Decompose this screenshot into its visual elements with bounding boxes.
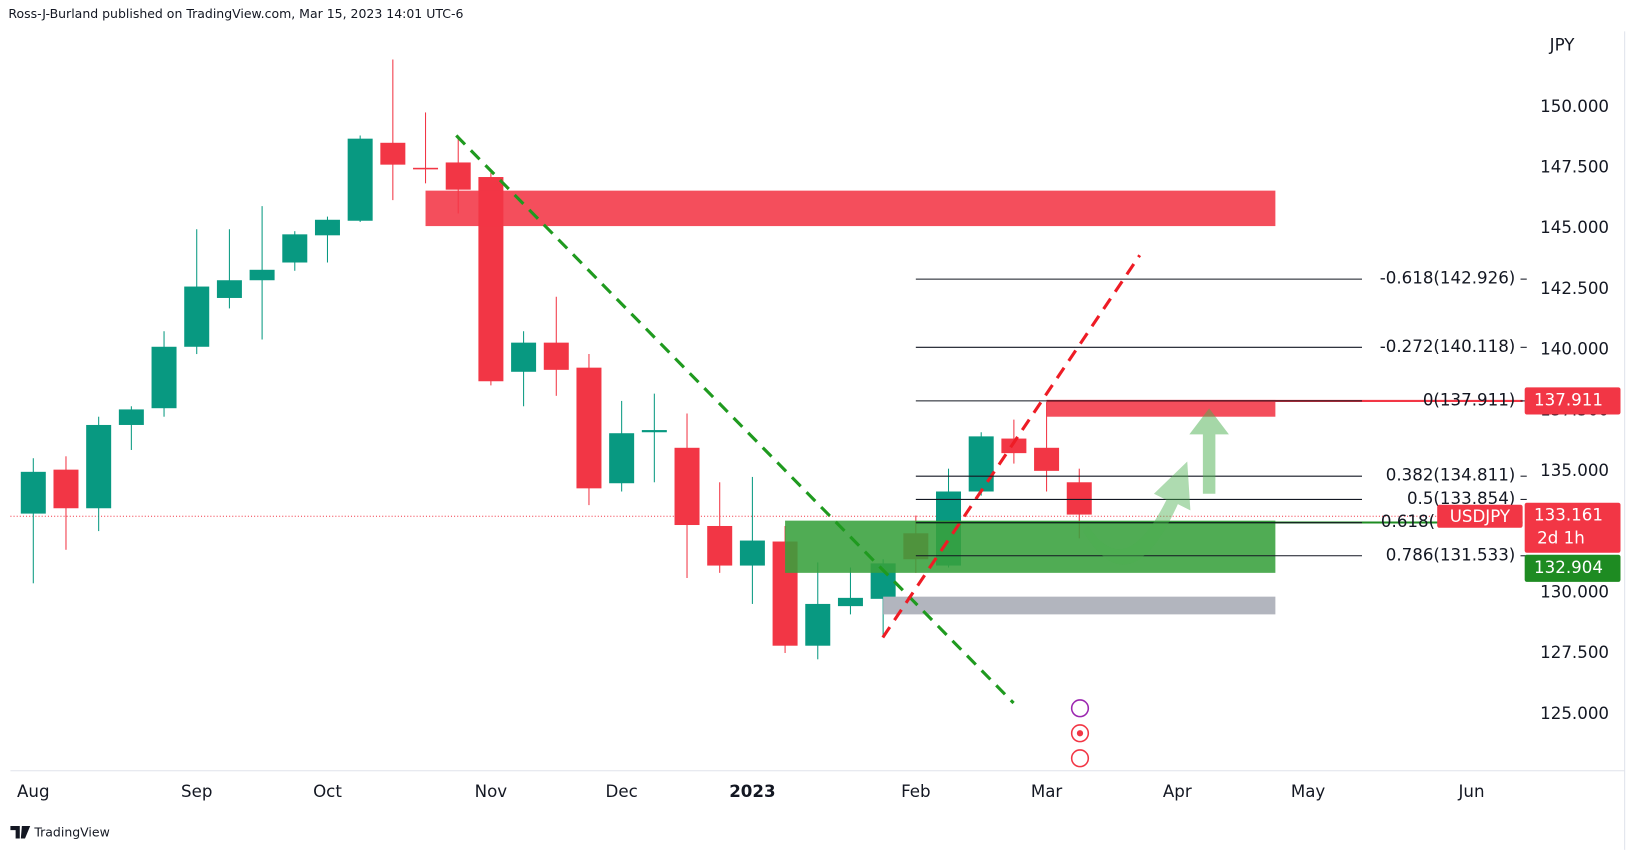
price-badge xyxy=(1524,387,1621,415)
trendline xyxy=(455,134,1015,705)
zone xyxy=(425,190,1276,227)
price-badge-text: 132.904 xyxy=(1534,558,1603,577)
last-price-text: 133.161 xyxy=(1534,506,1603,525)
event-icon[interactable] xyxy=(1070,699,1090,718)
candle-body xyxy=(1034,447,1060,471)
candle-body xyxy=(739,540,765,566)
curved-arrow xyxy=(1083,461,1191,565)
zone xyxy=(1046,399,1276,417)
fib-label: -0.618(142.926) xyxy=(1380,269,1516,288)
fib-label: 0.618( xyxy=(1381,512,1435,531)
y-tick-label: 127.500 xyxy=(1540,643,1609,662)
candle-body xyxy=(674,447,700,526)
price-badge xyxy=(1524,554,1621,582)
y-axis-label: JPY xyxy=(1549,35,1576,54)
y-tick-label: 145.000 xyxy=(1540,218,1609,237)
zone xyxy=(785,520,1276,573)
fib-label: 0.382(134.811) xyxy=(1386,466,1516,485)
x-tick-label: Aug xyxy=(17,782,50,801)
plot: 125.000127.500130.000132.500135.000137.5… xyxy=(10,59,1609,801)
candle-body xyxy=(576,367,602,489)
x-tick-label: Jun xyxy=(1457,782,1484,801)
candle-body xyxy=(968,436,994,492)
candle-body xyxy=(216,280,242,298)
x-tick-label: Sep xyxy=(181,782,212,801)
y-tick-label: 150.000 xyxy=(1540,97,1609,116)
symbol-badge xyxy=(1437,504,1523,528)
candle-body xyxy=(86,424,112,509)
publisher-note: Ross-J-Burland published on TradingView.… xyxy=(8,6,463,21)
x-tick-label: Feb xyxy=(901,782,931,801)
candle-body xyxy=(1066,482,1092,515)
brand-name: TradingView xyxy=(33,825,109,840)
candle-body xyxy=(543,342,569,370)
candle-body xyxy=(184,286,210,347)
candle-body xyxy=(314,219,340,236)
fib-label: 0.786(131.533) xyxy=(1386,545,1516,564)
x-tick-label: Dec xyxy=(606,782,638,801)
x-tick-label: Nov xyxy=(475,782,508,801)
event-icon-dot xyxy=(1076,730,1084,737)
x-tick-label: 2023 xyxy=(729,782,775,801)
price-badge-text: 137.911 xyxy=(1534,390,1603,409)
candle-body xyxy=(53,469,79,509)
candle-body xyxy=(609,433,635,484)
candle-body xyxy=(347,138,373,221)
candle-body xyxy=(20,471,46,514)
fib-label: 0(137.911) xyxy=(1423,390,1515,409)
candle-body xyxy=(380,142,406,165)
fib-label: -0.272(140.118) xyxy=(1380,337,1516,356)
candle-body xyxy=(511,342,537,372)
candle-body xyxy=(1001,438,1027,454)
fib-label: 0.5(133.854) xyxy=(1407,489,1515,508)
zone xyxy=(883,596,1276,615)
candle-body xyxy=(413,167,439,170)
y-tick-label: 147.500 xyxy=(1540,158,1609,177)
x-tick-label: Oct xyxy=(313,782,342,801)
event-icon[interactable] xyxy=(1070,749,1090,768)
candle-body xyxy=(151,346,177,409)
countdown-text: 2d 1h xyxy=(1537,529,1585,548)
y-tick-label: 140.000 xyxy=(1540,340,1609,359)
candle-body xyxy=(445,162,471,190)
symbol-badge-text: USDJPY xyxy=(1450,507,1511,526)
candle-body xyxy=(641,430,667,433)
x-tick-label: May xyxy=(1291,782,1326,801)
y-tick-label: 130.000 xyxy=(1540,583,1609,602)
brand-logo xyxy=(10,825,31,839)
trendline xyxy=(881,254,1142,639)
x-tick-label: Apr xyxy=(1163,782,1192,801)
y-tick-label: 142.500 xyxy=(1540,279,1609,298)
candle-body xyxy=(707,525,733,566)
y-tick-label: 125.000 xyxy=(1540,704,1609,723)
candle-body xyxy=(118,409,144,425)
candle-body xyxy=(805,603,831,646)
price-badges: 137.911 USDJPY 133.161 2d 1h 132.904 xyxy=(1437,387,1621,582)
candle-body xyxy=(282,234,308,263)
last-price-badge xyxy=(1524,502,1621,553)
up-arrow xyxy=(1189,408,1229,494)
x-tick-label: Mar xyxy=(1031,782,1063,801)
candle-body xyxy=(837,597,863,607)
candle-body xyxy=(249,269,275,281)
y-tick-label: 135.000 xyxy=(1540,461,1609,480)
